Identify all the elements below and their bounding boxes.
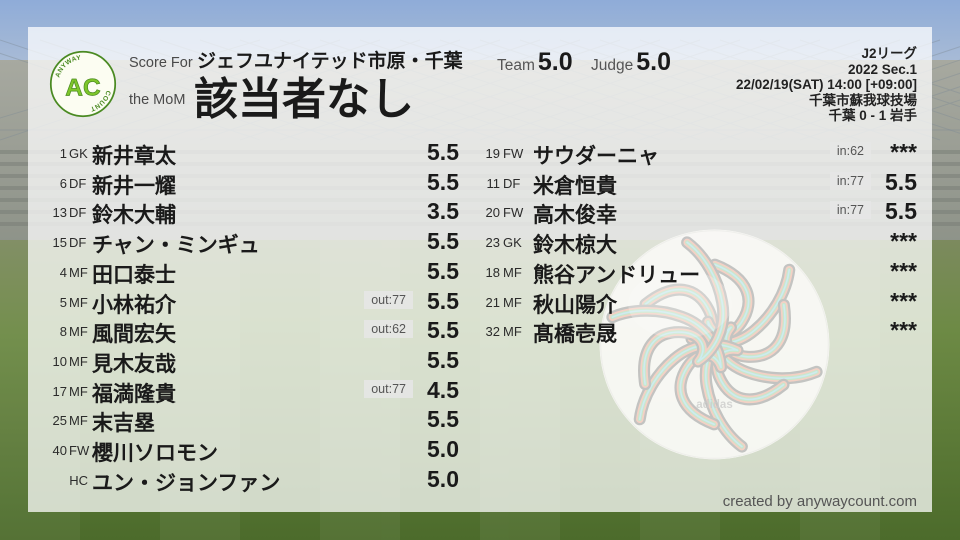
svg-text:AC: AC: [65, 75, 101, 102]
